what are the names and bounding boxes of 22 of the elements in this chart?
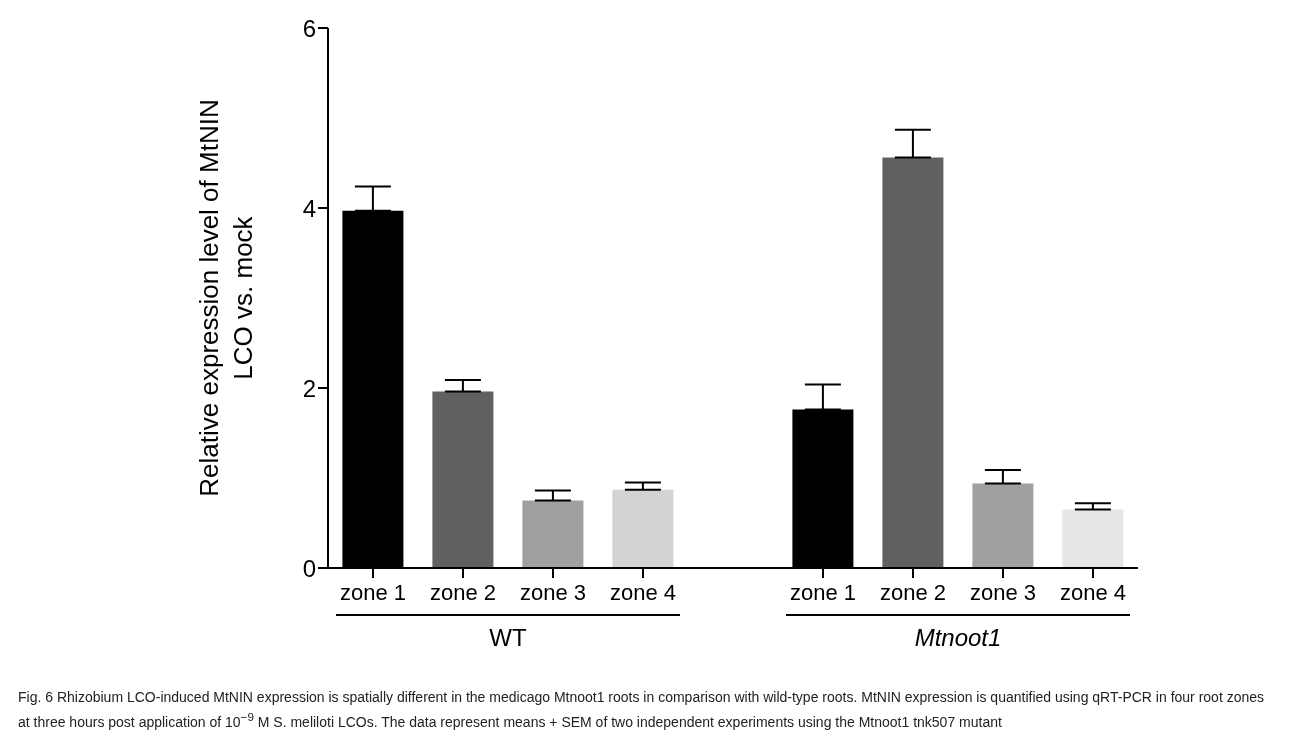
x-tick-label: zone 1	[789, 580, 857, 605]
y-axis-title: Relative expression level of MtNIN LCO vs. mock	[194, 99, 258, 497]
text: WT	[488, 624, 528, 652]
x-tick-label: zone 4	[609, 580, 677, 605]
x-tick-label: zone 3	[519, 580, 587, 605]
bar	[432, 391, 494, 568]
bar	[522, 500, 584, 568]
y-tick-label: 6	[302, 14, 316, 42]
bar	[882, 157, 944, 568]
x-tick-label: zone 3	[969, 580, 1037, 605]
text: Mtnoot1	[913, 624, 1003, 652]
x-tick-label: zone 2	[879, 580, 947, 605]
y-tick-label: 0	[302, 554, 316, 582]
y-tick-label: 4	[302, 194, 316, 222]
caption: Fig. 6 Rhizobium LCO-induced MtNIN expression is spatially different in the medicago Mtnoot1 roots in comparison with wild-type roots. MtNIN expression is quantified using qRT-PCR in four root zones at three hours post application of 10$^{−9}$ M S. meliloti LCOs. The data represent means + SEM of two independent experiments using the Mtnoot1 tnk507 mutant	[18, 688, 1266, 732]
bar	[1062, 509, 1124, 568]
x-tick-label: zone 1	[339, 580, 407, 605]
y-tick-label: 2	[302, 374, 316, 402]
bar	[612, 489, 674, 568]
bar	[972, 483, 1034, 568]
x-tick-label: zone 4	[1059, 580, 1127, 605]
x-tick-label: zone 2	[429, 580, 497, 605]
